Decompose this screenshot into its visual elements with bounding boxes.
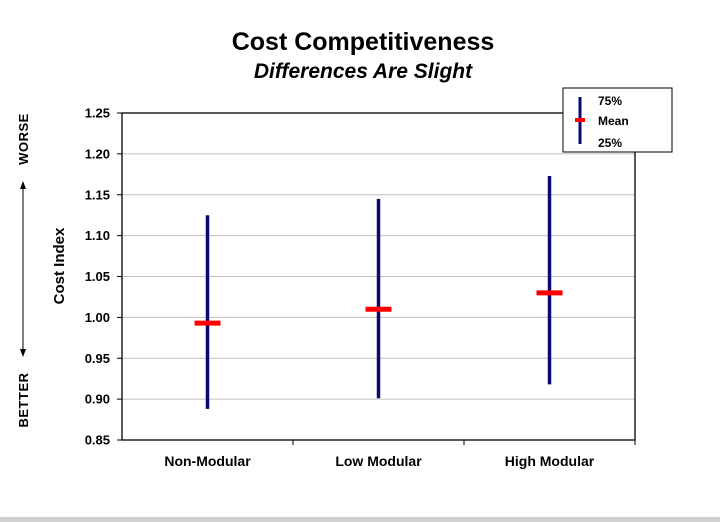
y-tick-label: 1.05 — [85, 269, 110, 284]
series — [194, 175, 563, 409]
y-tick-label: 1.25 — [85, 106, 110, 121]
worse-label: WORSE — [16, 113, 31, 165]
legend: 75% Mean 25% — [562, 87, 673, 153]
y-tick-label: 1.10 — [85, 228, 110, 243]
chart-subtitle: Differences Are Slight — [253, 60, 473, 83]
x-axis-categories: Non-Modular Low Modular High Modular — [164, 440, 636, 469]
y-tick-label: 1.15 — [85, 187, 110, 202]
worse-better-arrow — [20, 181, 26, 357]
bottom-rule — [0, 517, 720, 522]
legend-25-label: 25% — [598, 136, 622, 150]
category-label: High Modular — [505, 453, 595, 469]
category-label: Non-Modular — [164, 453, 251, 469]
y-tick-label: 1.00 — [85, 310, 110, 325]
y-tick-label: 0.95 — [85, 351, 110, 366]
y-tick-label: 0.85 — [85, 433, 110, 448]
legend-75-label: 75% — [598, 94, 622, 108]
y-tick-label: 1.20 — [85, 146, 110, 161]
y-tick-label: 0.90 — [85, 392, 110, 407]
y-axis-label: Cost Index — [51, 227, 68, 304]
legend-mean-label: Mean — [598, 114, 629, 128]
better-label: BETTER — [16, 372, 31, 427]
category-label: Low Modular — [335, 453, 422, 469]
y-axis-ticks: 0.85 0.90 0.95 1.00 1.05 1.10 1.15 1.20 1.25 — [85, 106, 122, 448]
chart-title: Cost Competitiveness — [231, 28, 495, 56]
